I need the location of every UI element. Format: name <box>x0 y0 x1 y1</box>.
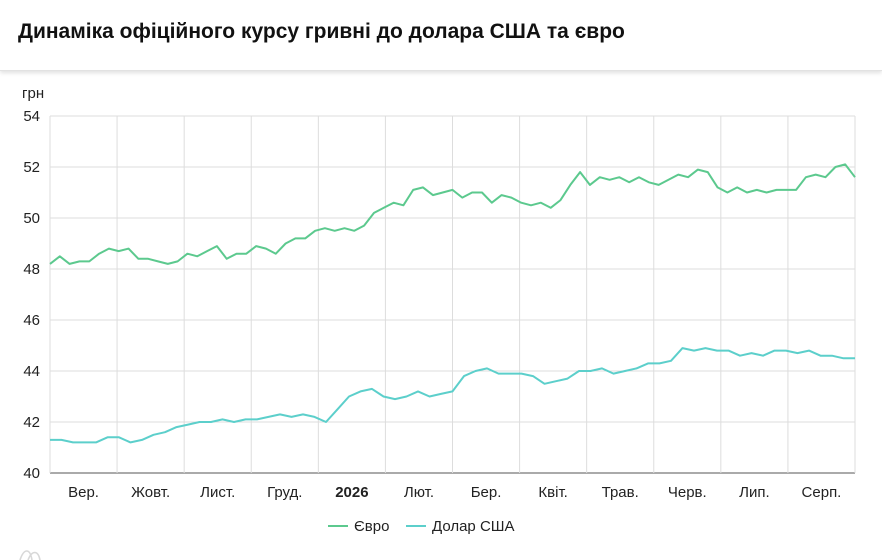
series-line-1 <box>50 347 855 444</box>
series-lines <box>49 163 856 444</box>
y-tick-label: 40 <box>23 465 40 482</box>
y-tick-label: 44 <box>23 363 40 380</box>
legend-label: Долар США <box>432 518 515 535</box>
y-tick-label: 50 <box>23 210 40 227</box>
y-tick-label: 42 <box>23 414 40 431</box>
y-axis-ticks: 40 42 44 46 48 50 52 54 <box>23 108 40 482</box>
x-tick-label: Груд. <box>267 484 302 501</box>
x-tick-label: Черв. <box>668 484 707 501</box>
y-tick-label: 54 <box>23 108 40 125</box>
series-line-0 <box>49 163 856 265</box>
x-tick-label: Лют. <box>404 484 434 501</box>
y-tick-label: 52 <box>23 159 40 176</box>
logo-mark-icon <box>19 550 41 560</box>
line-chart: грн 40 42 44 46 48 50 52 54 Вер. Жовт. Лист. Груд.… <box>22 85 856 535</box>
y-tick-label: 46 <box>23 312 40 329</box>
x-tick-label: Трав. <box>602 484 639 501</box>
x-axis-ticks: Вер. Жовт. Лист. Груд. 2026 Лют. Бер. Квіт. Трав… <box>68 484 841 501</box>
legend-label: Євро <box>354 518 389 535</box>
x-tick-label: Лист. <box>200 484 235 501</box>
x-tick-label: Лип. <box>739 484 770 501</box>
chart-grid <box>49 115 856 474</box>
x-tick-label: Квіт. <box>538 484 567 501</box>
x-tick-label: Серп. <box>802 484 842 501</box>
y-tick-label: 48 <box>23 261 40 278</box>
x-tick-label: Жовт. <box>131 484 170 501</box>
y-axis-label: грн <box>22 85 44 102</box>
chart-title: Динаміка офіційного курсу гривні до дола… <box>18 20 625 43</box>
x-tick-label: Бер. <box>471 484 502 501</box>
x-tick-label: Вер. <box>68 484 99 501</box>
legend: Євро Долар США <box>328 518 515 535</box>
x-tick-label: 2026 <box>335 484 368 501</box>
chart-header: Динаміка офіційного курсу гривні до дола… <box>0 0 882 71</box>
